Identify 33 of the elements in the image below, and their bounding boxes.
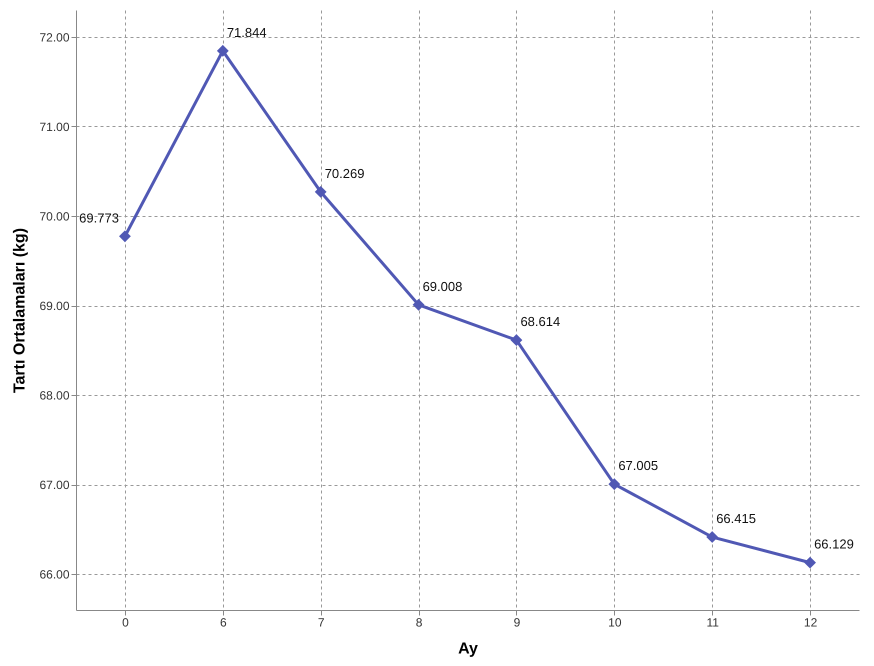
x-tick-label: 0 [122, 616, 130, 630]
x-tick-label: 10 [608, 616, 622, 630]
x-tick-label: 12 [804, 616, 818, 630]
data-label: 71.844 [226, 24, 267, 40]
point [412, 298, 424, 311]
x-tick-label: 9 [514, 616, 521, 630]
y-tick-label: 69.00 [39, 299, 70, 314]
y-tick-label: 71.00 [39, 120, 70, 134]
data-label: 66.129 [814, 536, 854, 552]
point [510, 334, 522, 346]
x-tick-label: 7 [318, 616, 325, 630]
x-tick-label: 11 [706, 616, 720, 630]
y-tick-label: 72.00 [39, 30, 70, 44]
x-axis-title: Ay [458, 640, 478, 658]
point [608, 478, 620, 490]
data-label: 69.008 [422, 278, 462, 294]
point [119, 230, 131, 242]
data-label: 69.773 [79, 210, 119, 226]
point [216, 44, 229, 57]
y-tick-label: 70.00 [39, 209, 70, 224]
data-label: 70.269 [324, 166, 364, 181]
data-label: 66.415 [716, 511, 756, 526]
y-tick-label: 66.00 [39, 568, 70, 582]
point [804, 556, 816, 569]
data-label: 68.614 [520, 314, 560, 330]
y-axis-title: Tartı Ortalamaları (kg) [11, 228, 28, 394]
data-label: 67.005 [618, 458, 658, 474]
x-tick-label: 8 [416, 616, 423, 630]
x-tick-label: 6 [220, 616, 227, 630]
y-tick-label: 67.00 [39, 478, 70, 492]
point [706, 531, 718, 543]
point [314, 186, 327, 198]
y-tick-label: 68.00 [39, 388, 70, 403]
